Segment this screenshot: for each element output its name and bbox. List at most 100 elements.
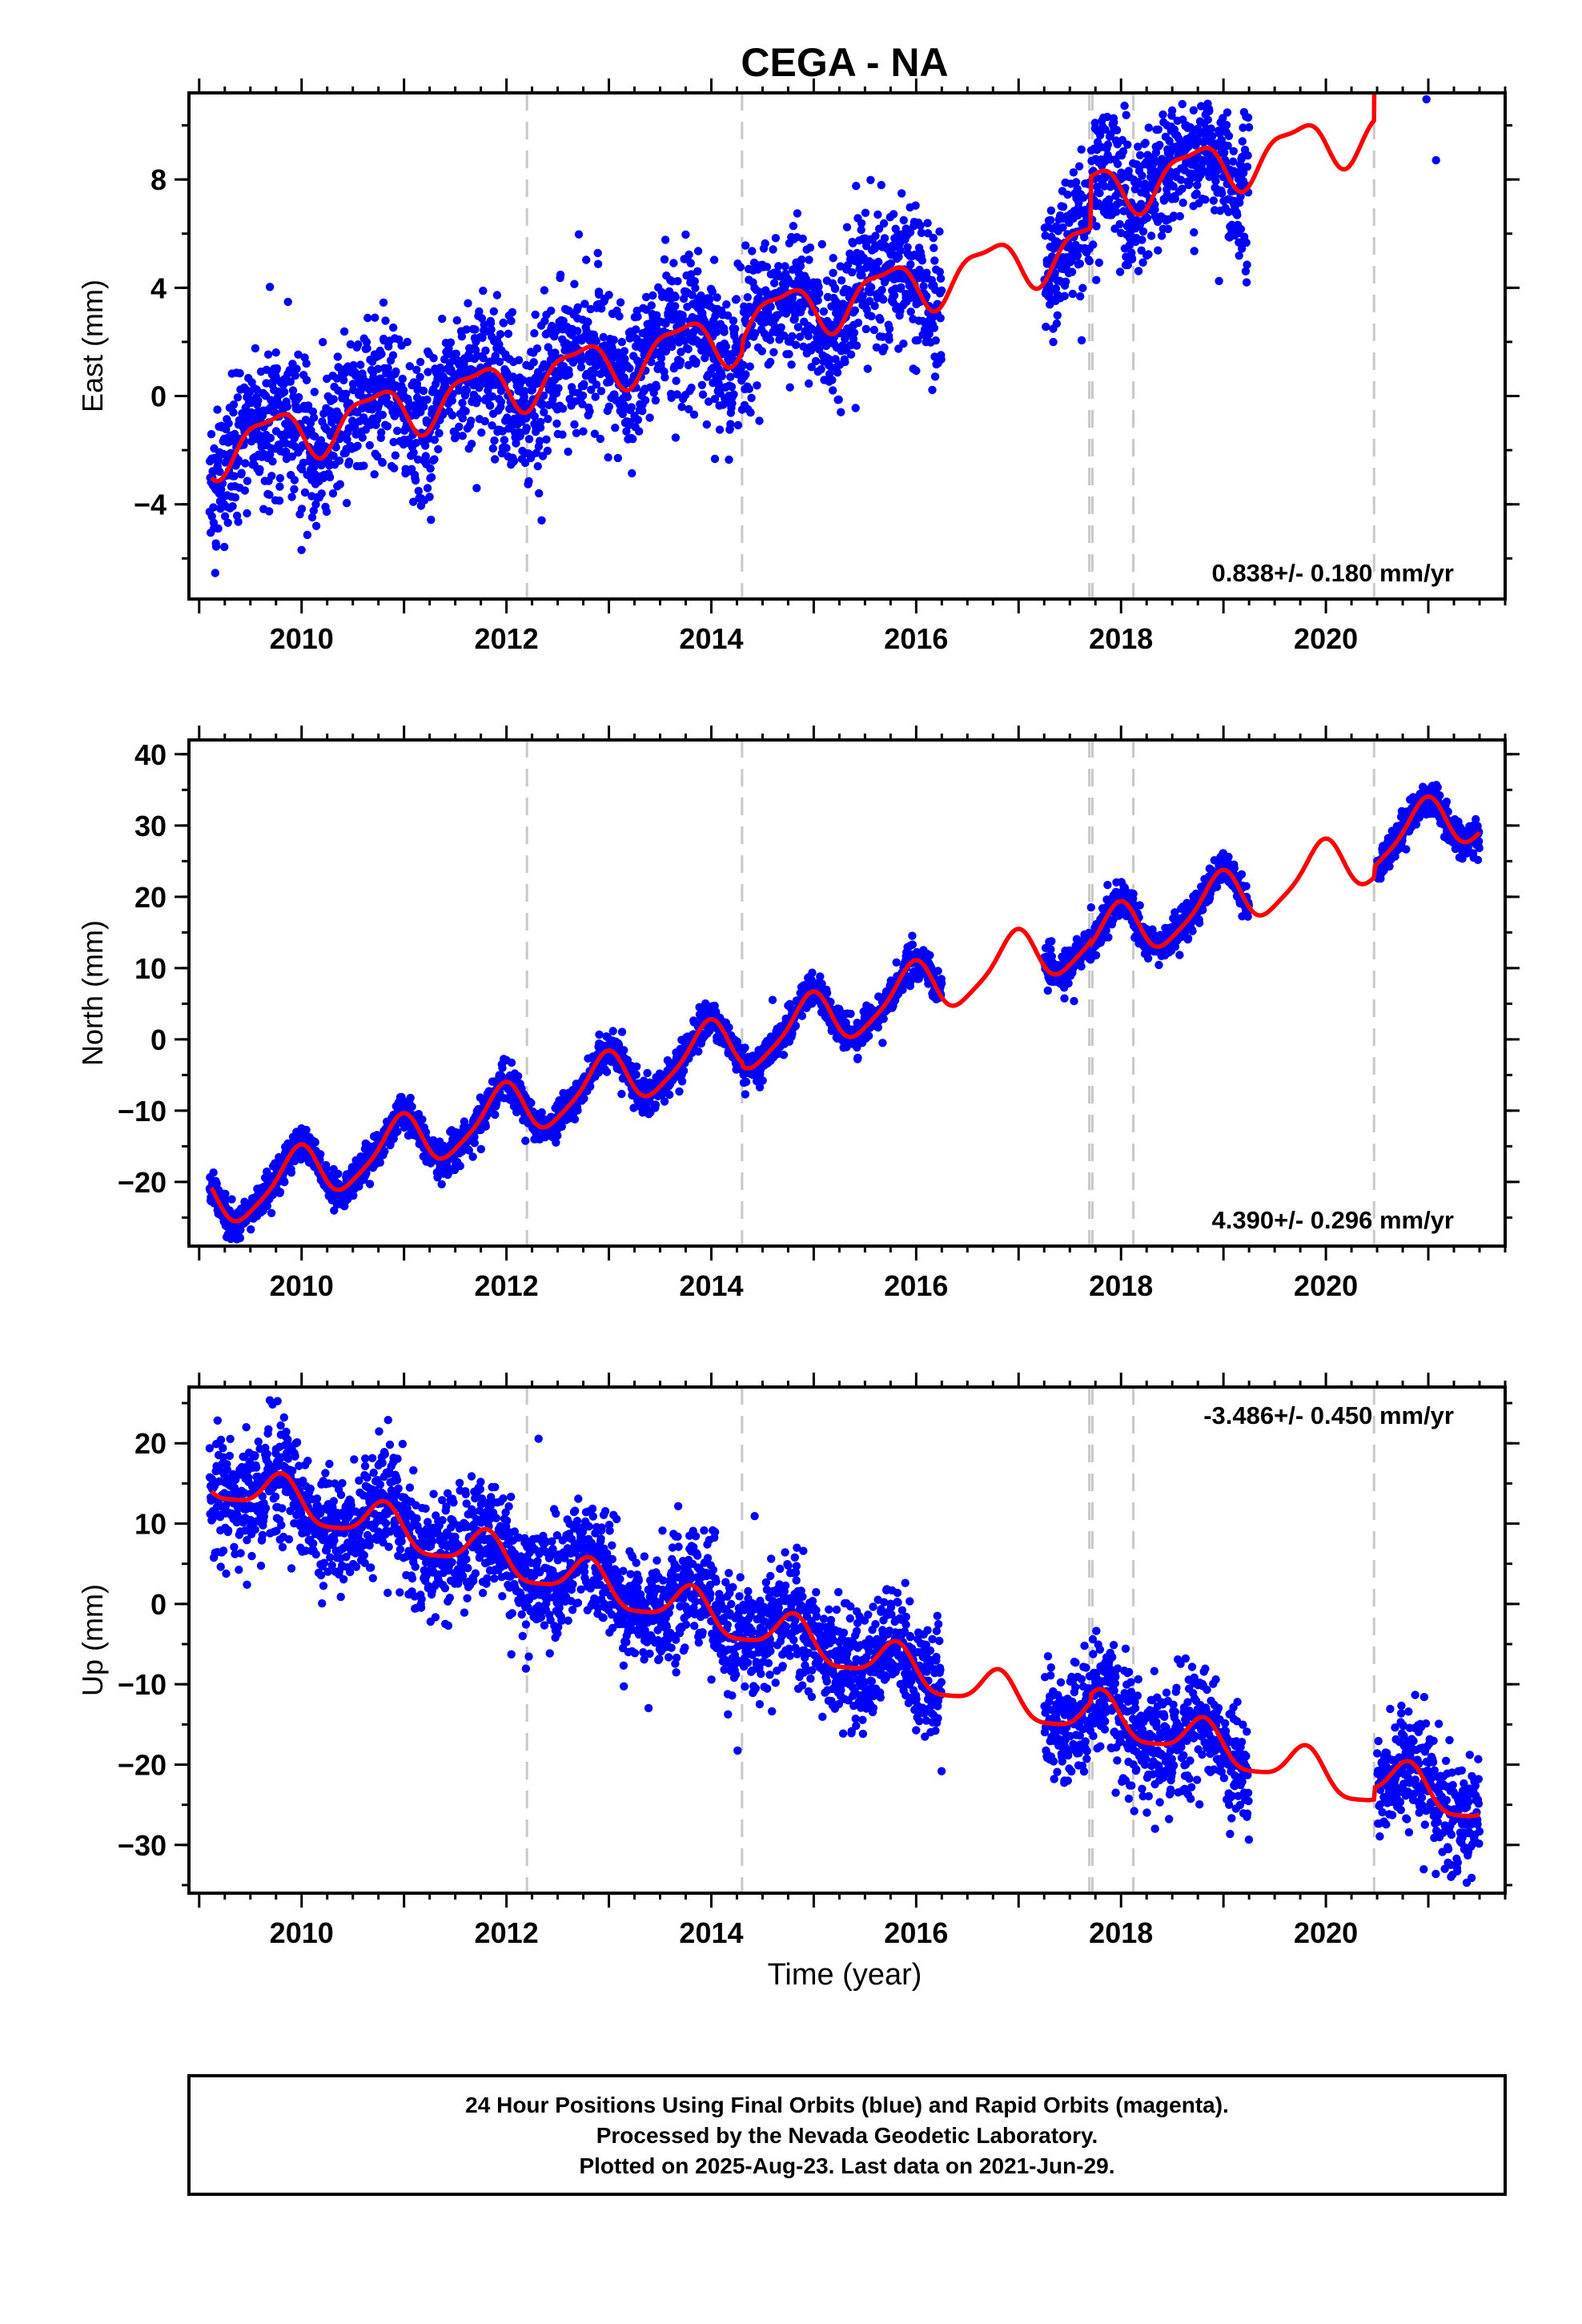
data-point: [537, 516, 546, 525]
data-point: [936, 274, 946, 283]
data-point: [479, 354, 488, 363]
data-point: [936, 314, 945, 323]
data-point: [309, 506, 318, 515]
data-point: [617, 1089, 626, 1099]
data-point: [870, 301, 879, 311]
data-point: [267, 1208, 276, 1218]
data-point: [537, 399, 547, 408]
data-point: [780, 331, 789, 340]
data-point: [512, 439, 520, 448]
data-point: [1068, 289, 1078, 299]
data-point: [1239, 168, 1248, 178]
data-point: [595, 1030, 604, 1039]
data-point: [1241, 267, 1251, 275]
data-point: [727, 382, 737, 392]
data-point: [551, 348, 560, 357]
data-point: [1069, 168, 1078, 177]
data-point: [785, 383, 794, 392]
data-point: [1201, 195, 1210, 204]
data-point: [704, 397, 713, 406]
data-point: [227, 1195, 236, 1204]
data-point: [608, 1027, 617, 1035]
data-point: [797, 255, 806, 264]
data-point: [420, 402, 428, 411]
data-point: [632, 1062, 641, 1072]
data-point: [698, 390, 708, 399]
data-point: [1096, 131, 1105, 140]
data-point: [416, 357, 425, 367]
data-point: [207, 430, 216, 439]
data-point: [1049, 337, 1058, 347]
data-point: [582, 255, 591, 264]
data-point: [593, 248, 602, 258]
data-point: [861, 208, 870, 217]
data-point: [209, 503, 218, 512]
data-point: [596, 387, 606, 396]
data-point: [1150, 205, 1159, 214]
data-point: [455, 422, 464, 432]
data-point: [584, 317, 592, 327]
data-point: [906, 308, 915, 316]
data-point: [297, 505, 307, 513]
data-point: [1077, 336, 1086, 345]
data-point: [300, 488, 310, 497]
north-panel: 2010 2012 2014 2016 2018 2020−20−10010203040N…: [76, 726, 1520, 1302]
data-point: [769, 348, 778, 356]
data-point: [1165, 136, 1174, 146]
data-point: [334, 1169, 343, 1179]
data-point: [757, 347, 766, 356]
data-point: [1178, 199, 1187, 207]
data-point: [325, 472, 335, 482]
data-point: [500, 436, 509, 444]
data-point: [356, 360, 365, 369]
data-point: [739, 360, 748, 370]
data-point: [342, 499, 351, 508]
data-point: [554, 384, 563, 392]
data-point: [335, 480, 344, 489]
data-point: [675, 1087, 684, 1096]
data-point: [781, 281, 789, 291]
data-point: [1105, 195, 1114, 204]
data-point: [480, 320, 488, 329]
data-point: [266, 450, 275, 459]
data-point: [686, 259, 695, 267]
data-point: [405, 362, 414, 371]
data-point: [212, 1179, 221, 1188]
data-point: [283, 297, 292, 307]
data-point: [504, 329, 513, 338]
data-point: [1071, 178, 1081, 187]
data-point: [858, 292, 867, 300]
data-point: [593, 259, 603, 268]
data-point: [233, 393, 243, 402]
data-point: [1190, 247, 1199, 255]
data-point: [409, 448, 418, 457]
data-point: [1229, 157, 1238, 166]
data-point: [1238, 137, 1247, 146]
data-point: [437, 1180, 446, 1189]
data-point: [316, 1150, 325, 1159]
data-point: [267, 472, 276, 480]
data-point: [491, 352, 500, 360]
data-point: [521, 1136, 530, 1145]
data-point: [871, 231, 880, 240]
data-point: [617, 337, 626, 347]
data-point: [220, 542, 229, 552]
data-point: [1155, 140, 1164, 150]
data-point: [229, 408, 238, 417]
data-point: [578, 400, 587, 408]
data-point: [1192, 189, 1201, 198]
data-point: [1218, 189, 1227, 198]
data-point: [592, 336, 600, 346]
data-point: [651, 1100, 661, 1109]
data-point: [616, 298, 625, 307]
data-point: [558, 430, 567, 439]
data-point: [594, 290, 604, 299]
data-point: [804, 332, 813, 340]
data-point: [852, 341, 861, 350]
data-point: [651, 396, 661, 405]
data-point: [576, 363, 586, 372]
data-point: [741, 1043, 749, 1052]
data-point: [502, 444, 511, 452]
data-points: [205, 781, 1484, 1244]
data-point: [788, 332, 797, 341]
